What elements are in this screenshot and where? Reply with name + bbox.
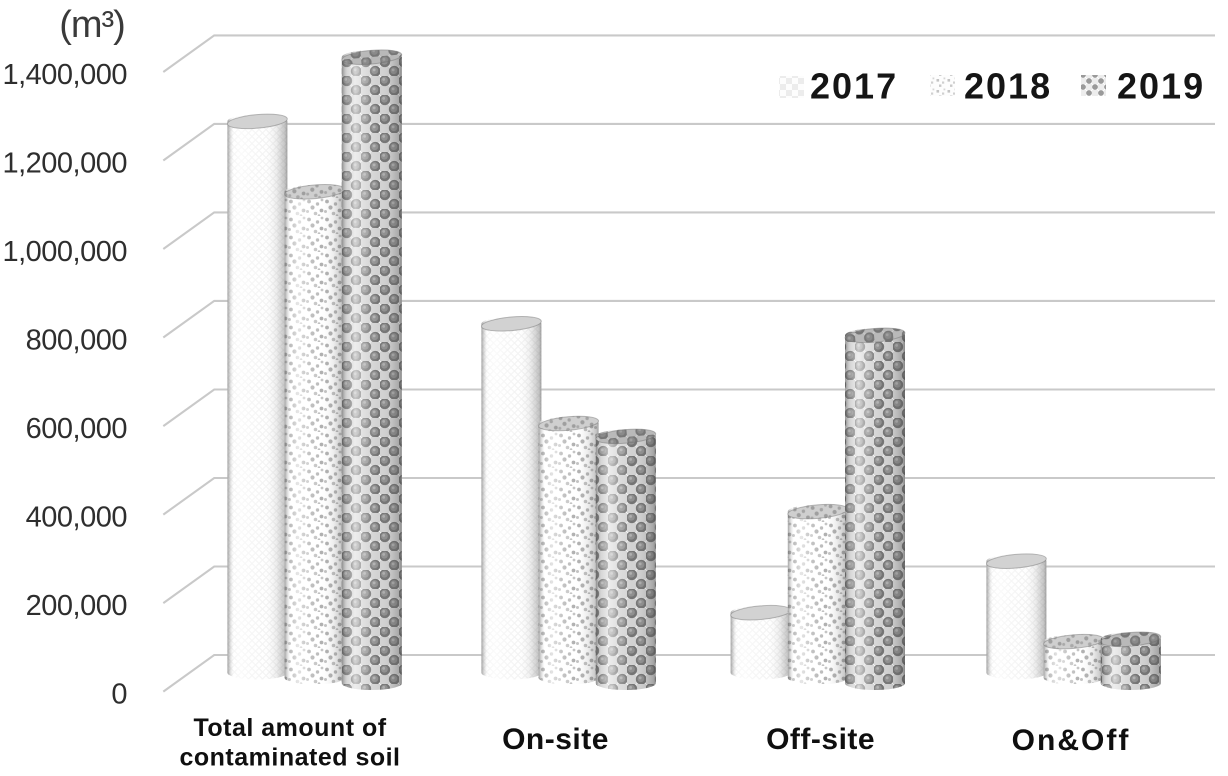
svg-text:1,400,000: 1,400,000 [2,59,127,91]
svg-text:200,000: 200,000 [26,590,127,622]
svg-text:0: 0 [111,679,127,711]
svg-text:400,000: 400,000 [26,502,127,534]
svg-text:On-site: On-site [502,723,609,756]
svg-text:Total amount of: Total amount of [193,714,386,742]
svg-text:contaminated soil: contaminated soil [179,744,400,772]
svg-text:600,000: 600,000 [26,413,127,445]
svg-text:(m³): (m³) [59,4,125,46]
svg-text:Off-site: Off-site [766,723,875,756]
svg-text:1,000,000: 1,000,000 [2,236,127,268]
svg-text:2019: 2019 [1117,66,1205,107]
svg-text:1,200,000: 1,200,000 [2,147,127,179]
svg-text:2017: 2017 [810,66,898,107]
svg-text:800,000: 800,000 [26,324,127,356]
svg-text:On&Off: On&Off [1012,724,1131,757]
svg-text:2018: 2018 [964,66,1052,107]
